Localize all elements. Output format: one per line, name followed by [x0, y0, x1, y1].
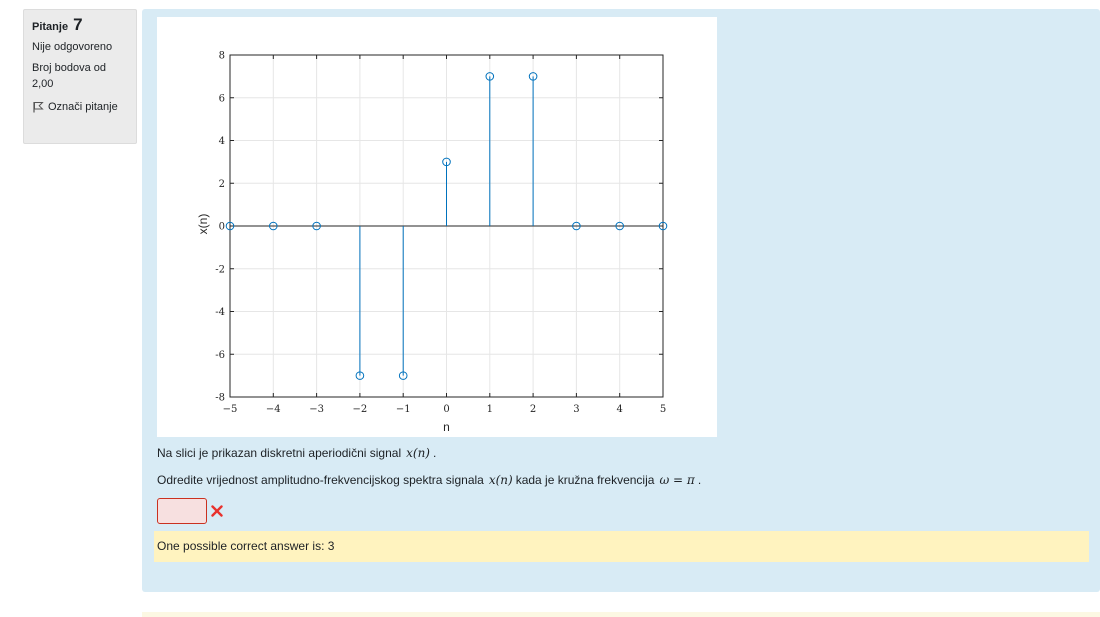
y-tick-label: -6 — [215, 350, 225, 361]
question-text-1-end: . — [432, 446, 437, 460]
y-tick-label: -4 — [215, 307, 225, 318]
math-signal-2: x(n) — [488, 473, 513, 487]
signal-figure: −5 −4 −3 −2 −1 0 1 2 3 4 5 8 6 4 2 0 -2 -4 -6 -8 n x(n) — [157, 17, 717, 437]
stem-marker — [485, 72, 495, 81]
stem-marker — [572, 221, 581, 231]
question-label: Pitanje — [32, 21, 69, 33]
x-tick-label: −4 — [266, 404, 281, 415]
question-text-line-1: Na slici je prikazan diskretni aperiodič… — [157, 444, 436, 462]
flag-icon — [32, 101, 44, 113]
stem-marker — [398, 371, 408, 380]
question-text-1: Na slici je prikazan diskretni aperiodič… — [157, 446, 402, 460]
x-tick-label: −5 — [223, 404, 238, 415]
stem-plot: −5 −4 −3 −2 −1 0 1 2 3 4 5 8 6 4 2 0 -2 -4 -6 -8 n x(n) — [196, 51, 668, 434]
x-tick-label: −3 — [309, 404, 324, 415]
x-tick-label: 1 — [487, 404, 493, 415]
y-tick-label: -2 — [215, 264, 225, 275]
x-tick-label: 2 — [530, 404, 536, 415]
stem-marker — [658, 221, 668, 231]
stem-marker — [312, 221, 321, 231]
next-question-strip — [142, 612, 1100, 617]
question-info-panel: Pitanje 7 Nije odgovoreno Broj bodova od… — [23, 9, 137, 144]
stem-marker — [355, 371, 365, 380]
math-omega: ω = π — [659, 473, 695, 487]
y-tick-label: 8 — [219, 51, 225, 62]
x-tick-label: 3 — [573, 404, 579, 415]
x-axis-label: n — [443, 420, 450, 434]
y-tick-label: 0 — [219, 222, 225, 233]
incorrect-icon — [207, 504, 224, 518]
y-tick-label: 6 — [219, 93, 225, 104]
question-formulation: −5 −4 −3 −2 −1 0 1 2 3 4 5 8 6 4 2 0 -2 -4 -6 -8 n x(n) Na sl… — [142, 9, 1100, 592]
x-tick-label: −2 — [353, 404, 368, 415]
math-signal: x(n) — [406, 446, 430, 460]
stem-marker — [269, 221, 278, 231]
x-tick-label: 0 — [443, 404, 449, 415]
x-tick-label: 5 — [660, 404, 666, 415]
x-tick-label: 4 — [617, 404, 623, 415]
answer-input[interactable] — [157, 498, 207, 524]
y-tick-label: -8 — [215, 393, 225, 404]
question-text-line-2: Odredite vrijednost amplitudno-frekvenci… — [157, 471, 701, 489]
question-grade: Broj bodova od 2,00 — [32, 62, 106, 90]
y-axis-label: x(n) — [196, 214, 210, 235]
x-tick-label: −1 — [396, 404, 411, 415]
y-tick-label: 4 — [219, 136, 225, 147]
stem-marker — [615, 221, 625, 231]
stem-marker — [442, 157, 451, 167]
question-state: Nije odgovoreno — [32, 41, 113, 53]
flag-question-link[interactable]: Označi pitanje — [32, 99, 128, 115]
y-tick-label: 2 — [219, 179, 225, 190]
question-text-2-middle: kada je kružna frekvencija — [515, 473, 655, 487]
question-number-line: Pitanje 7 — [32, 15, 128, 35]
answer-row — [157, 498, 224, 524]
stem-marker — [225, 221, 235, 231]
flag-question-label: Označi pitanje — [48, 101, 118, 113]
correct-answer-feedback: One possible correct answer is: 3 — [154, 531, 1089, 562]
question-number: 7 — [73, 15, 83, 34]
question-text-2: Odredite vrijednost amplitudno-frekvenci… — [157, 473, 484, 487]
question-text-2-end: . — [697, 473, 702, 487]
stem-marker — [528, 72, 538, 81]
